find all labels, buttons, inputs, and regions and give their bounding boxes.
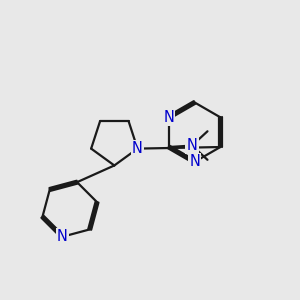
Text: N: N <box>189 154 200 169</box>
Text: N: N <box>187 138 197 153</box>
Text: N: N <box>132 141 143 156</box>
Text: N: N <box>57 229 68 244</box>
Text: N: N <box>164 110 174 125</box>
